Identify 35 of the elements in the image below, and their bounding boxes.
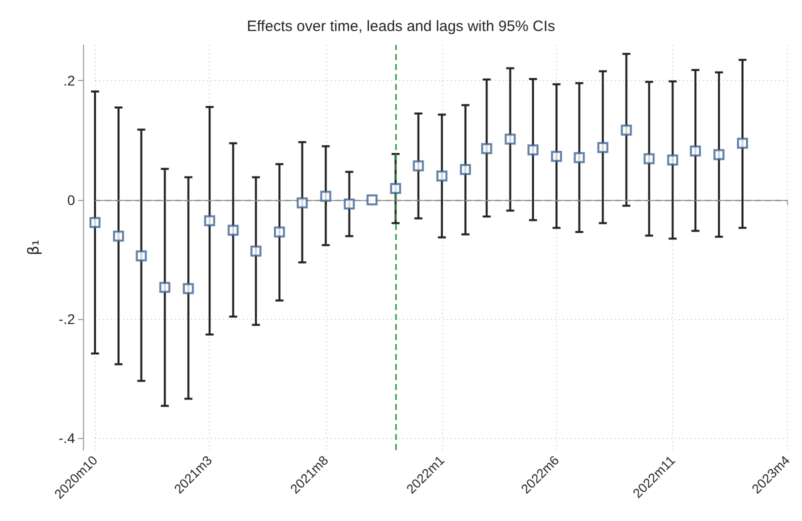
point [366, 194, 378, 206]
point [159, 282, 170, 293]
point [274, 226, 285, 238]
point [390, 183, 402, 194]
point [136, 250, 147, 262]
point [597, 142, 608, 153]
point [412, 160, 424, 172]
y-tick-label: -.2 [58, 310, 76, 327]
point [527, 144, 538, 156]
point [504, 134, 516, 145]
point [296, 197, 308, 208]
point [460, 164, 471, 175]
point [344, 198, 355, 210]
point [551, 150, 562, 162]
point [667, 154, 678, 166]
y-axis-title: β₁ [24, 240, 42, 256]
point [436, 170, 448, 182]
point [713, 149, 724, 160]
point [320, 190, 332, 202]
point [620, 124, 632, 136]
point [182, 283, 194, 294]
y-tick-label: 0 [67, 192, 76, 208]
y-tick-label: .2 [63, 72, 76, 89]
y-tick-label: -.4 [58, 430, 76, 446]
point [690, 146, 701, 157]
point [574, 152, 585, 164]
point [204, 215, 216, 226]
chart-title: Effects over time, leads and lags with 95% CIs [246, 18, 556, 35]
point [736, 138, 748, 149]
point [250, 246, 262, 257]
point [90, 216, 100, 228]
point [113, 230, 124, 242]
point [481, 143, 492, 154]
point [644, 153, 655, 164]
point [228, 224, 239, 236]
